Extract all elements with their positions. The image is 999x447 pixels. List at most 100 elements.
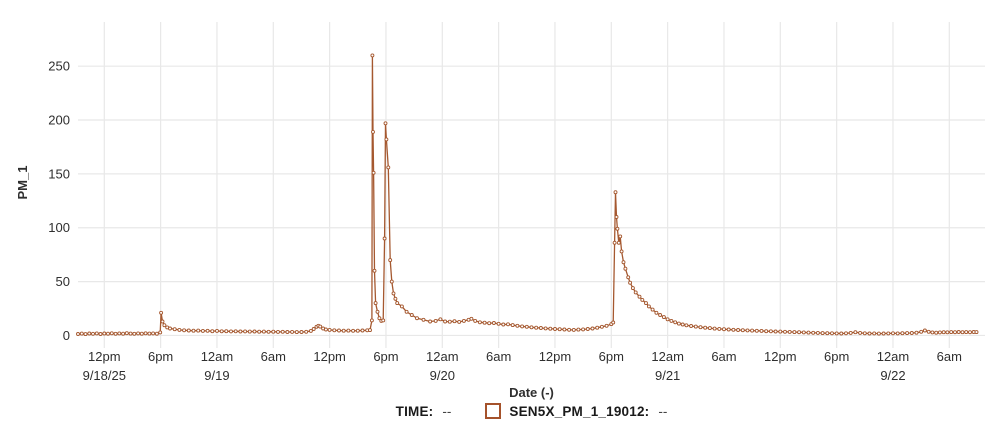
data-point-marker[interactable]	[106, 331, 110, 336]
data-point-marker[interactable]	[534, 325, 539, 330]
data-point-marker[interactable]	[717, 326, 722, 331]
data-point-marker[interactable]	[243, 329, 248, 334]
data-point-marker[interactable]	[621, 260, 626, 265]
data-point-marker[interactable]	[937, 330, 942, 335]
data-point-marker[interactable]	[371, 170, 376, 175]
data-point-marker[interactable]	[673, 320, 678, 325]
data-point-marker[interactable]	[891, 331, 895, 336]
data-point-marker[interactable]	[848, 330, 853, 335]
data-point-marker[interactable]	[585, 327, 590, 331]
data-point-marker[interactable]	[91, 331, 95, 336]
data-point-marker[interactable]	[210, 329, 215, 334]
data-point-marker[interactable]	[930, 330, 935, 335]
data-point-marker[interactable]	[820, 331, 825, 336]
data-point-marker[interactable]	[919, 329, 924, 334]
data-point-marker[interactable]	[926, 329, 931, 334]
data-point-marker[interactable]	[87, 331, 92, 336]
data-point-marker[interactable]	[384, 137, 389, 142]
data-point-marker[interactable]	[337, 328, 341, 333]
data-point-marker[interactable]	[703, 325, 708, 330]
data-point-marker[interactable]	[294, 330, 299, 335]
data-point-marker[interactable]	[428, 319, 433, 324]
data-point-marker[interactable]	[386, 165, 391, 170]
data-point-marker[interactable]	[764, 329, 769, 334]
data-point-marker[interactable]	[768, 329, 773, 334]
data-point-marker[interactable]	[139, 331, 144, 336]
data-point-marker[interactable]	[433, 318, 438, 323]
data-point-marker[interactable]	[506, 322, 510, 327]
data-point-marker[interactable]	[98, 332, 103, 336]
data-point-marker[interactable]	[858, 330, 863, 335]
data-point-marker[interactable]	[853, 330, 858, 335]
data-point-marker[interactable]	[909, 331, 914, 335]
data-point-marker[interactable]	[611, 320, 616, 325]
data-point-marker[interactable]	[520, 324, 525, 329]
data-point-marker[interactable]	[102, 331, 107, 336]
data-point-marker[interactable]	[953, 330, 957, 335]
data-point-marker[interactable]	[661, 315, 666, 320]
data-point-marker[interactable]	[238, 329, 243, 334]
data-point-marker[interactable]	[109, 331, 114, 336]
data-point-marker[interactable]	[461, 318, 466, 323]
data-point-marker[interactable]	[473, 318, 478, 323]
data-point-marker[interactable]	[654, 310, 659, 315]
data-point-marker[interactable]	[712, 326, 717, 331]
data-point-marker[interactable]	[626, 275, 631, 280]
data-point-marker[interactable]	[613, 190, 618, 195]
data-point-marker[interactable]	[726, 327, 731, 332]
data-point-marker[interactable]	[389, 279, 394, 284]
data-point-marker[interactable]	[736, 328, 741, 332]
data-point-marker[interactable]	[945, 330, 950, 335]
data-point-marker[interactable]	[524, 324, 529, 329]
data-point-marker[interactable]	[299, 330, 304, 334]
data-point-marker[interactable]	[132, 331, 137, 336]
data-point-marker[interactable]	[778, 329, 783, 334]
data-point-marker[interactable]	[815, 330, 820, 335]
data-point-marker[interactable]	[669, 318, 674, 323]
data-point-marker[interactable]	[616, 240, 621, 245]
data-point-marker[interactable]	[698, 325, 703, 330]
data-point-marker[interactable]	[515, 323, 520, 328]
data-point-marker[interactable]	[618, 234, 623, 239]
data-point-marker[interactable]	[391, 291, 396, 296]
data-point-marker[interactable]	[956, 330, 961, 334]
data-point-marker[interactable]	[783, 329, 787, 334]
data-point-marker[interactable]	[415, 316, 419, 321]
data-point-marker[interactable]	[676, 321, 681, 326]
data-point-marker[interactable]	[76, 332, 80, 336]
data-point-marker[interactable]	[381, 318, 386, 323]
data-point-marker[interactable]	[266, 329, 271, 334]
data-point-marker[interactable]	[399, 304, 404, 309]
data-point-marker[interactable]	[974, 330, 979, 335]
data-point-marker[interactable]	[633, 290, 638, 295]
data-point-marker[interactable]	[510, 323, 515, 328]
legend-item-time[interactable]: TIME: --	[396, 404, 452, 419]
data-point-marker[interactable]	[886, 331, 891, 336]
data-point-marker[interactable]	[409, 313, 414, 317]
data-point-marker[interactable]	[787, 329, 792, 334]
data-point-marker[interactable]	[529, 325, 534, 330]
data-point-marker[interactable]	[707, 326, 712, 331]
data-point-marker[interactable]	[745, 328, 750, 333]
data-point-marker[interactable]	[121, 331, 126, 336]
data-point-marker[interactable]	[482, 320, 487, 325]
data-point-marker[interactable]	[538, 326, 543, 330]
legend-item-sen5x-pm1[interactable]: SEN5X_PM_1_19012: --	[485, 403, 667, 419]
data-point-marker[interactable]	[224, 329, 229, 334]
data-point-marker[interactable]	[421, 317, 426, 322]
data-point-marker[interactable]	[79, 331, 84, 336]
data-point-marker[interactable]	[792, 330, 797, 335]
data-point-marker[interactable]	[922, 328, 927, 333]
data-point-marker[interactable]	[311, 327, 316, 331]
data-point-marker[interactable]	[404, 309, 409, 314]
data-point-marker[interactable]	[382, 236, 387, 241]
data-point-marker[interactable]	[557, 327, 562, 332]
data-point-marker[interactable]	[604, 323, 609, 328]
data-point-marker[interactable]	[371, 129, 375, 134]
data-point-marker[interactable]	[229, 329, 233, 334]
data-point-marker[interactable]	[650, 307, 655, 312]
data-point-marker[interactable]	[257, 329, 262, 334]
data-point-marker[interactable]	[581, 327, 586, 332]
data-point-marker[interactable]	[811, 330, 816, 335]
data-point-marker[interactable]	[261, 329, 266, 334]
